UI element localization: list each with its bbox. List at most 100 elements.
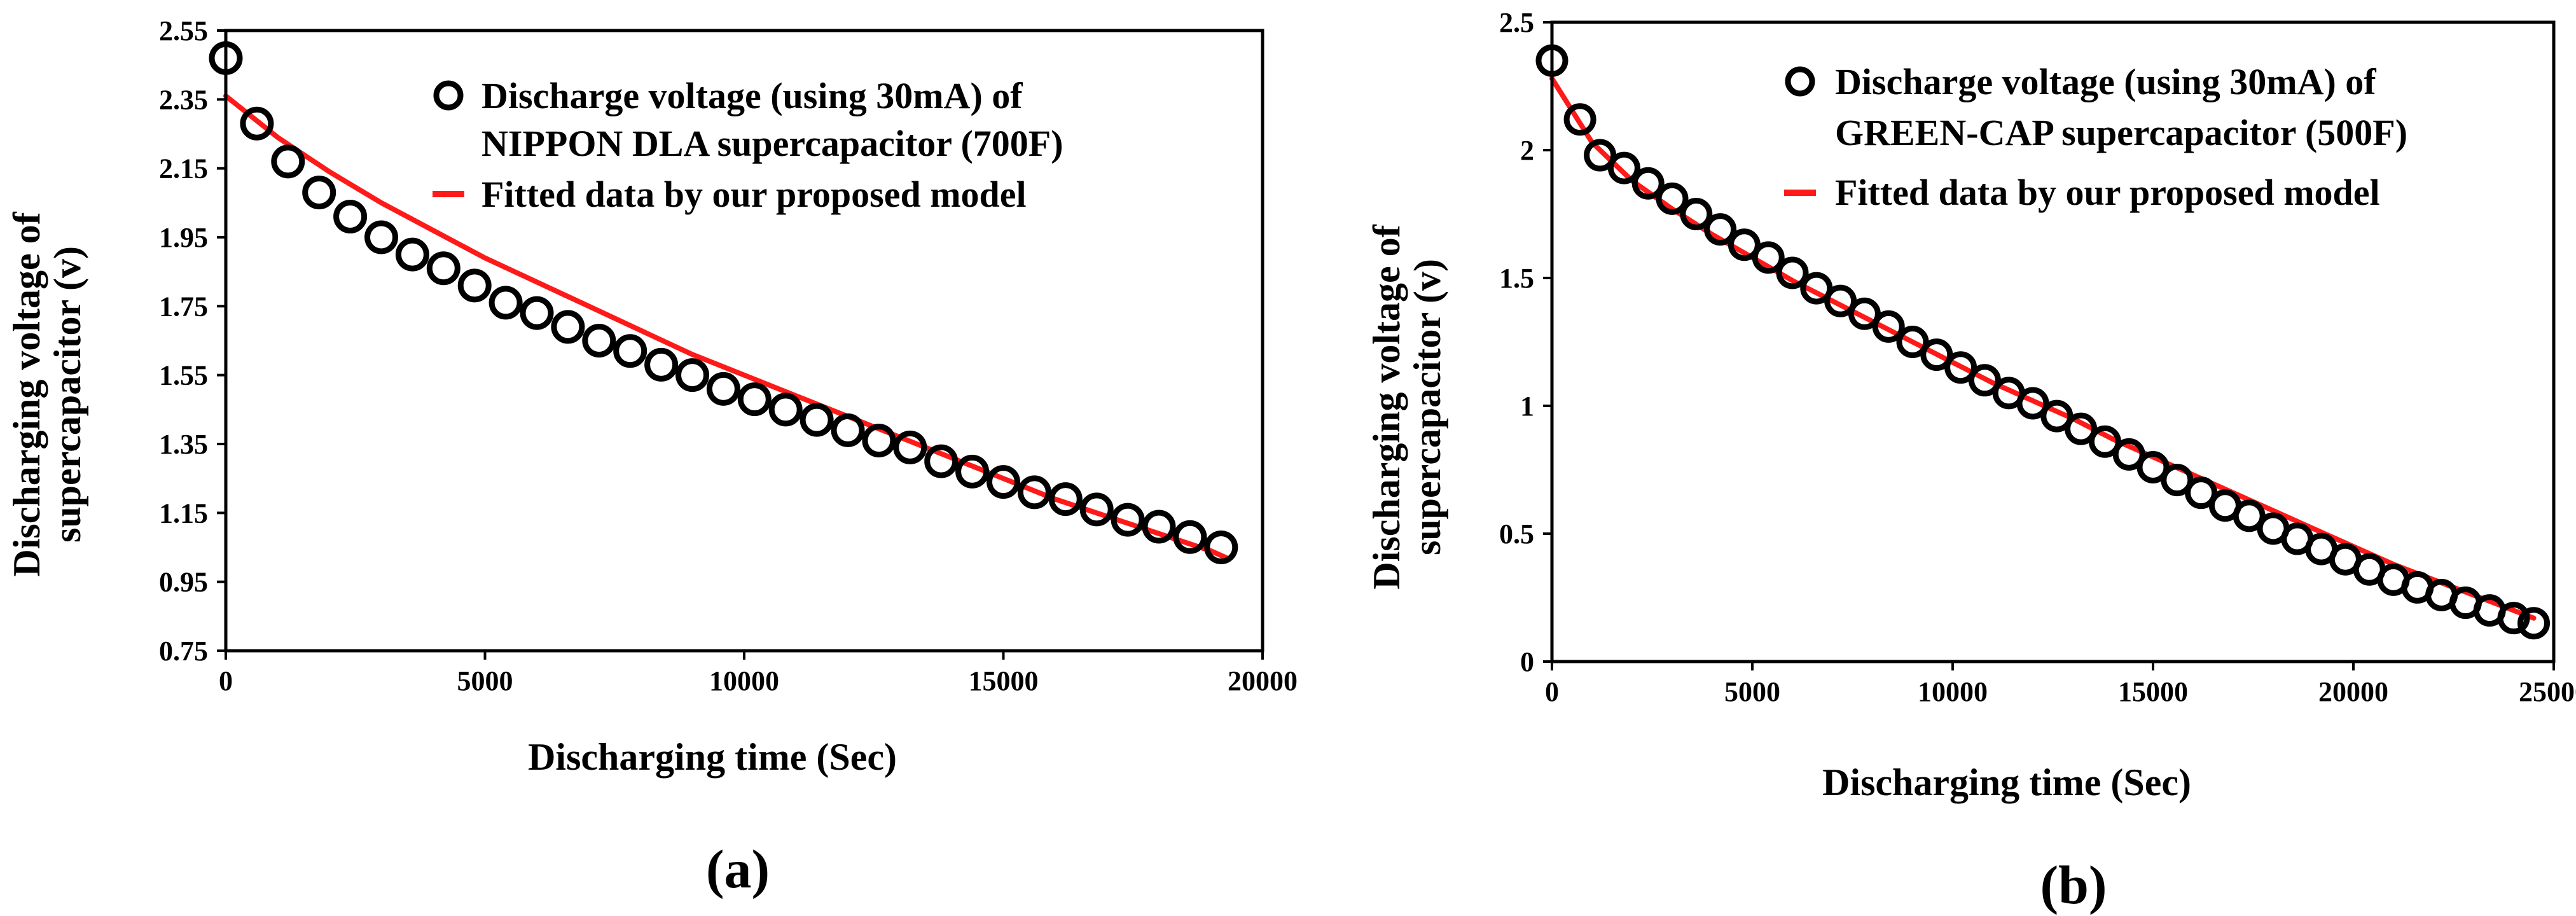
panel-a-y-axis-label-line2: supercapacitor (v) xyxy=(46,246,88,543)
panel-b-data-point xyxy=(1563,103,1596,136)
panel-a-legend-entry-2: Fitted data by our proposed model xyxy=(481,174,1027,215)
panel-a-data-point xyxy=(1017,475,1051,510)
panel-a-data-point xyxy=(240,106,274,141)
panel-a-y-tick-label: 1.75 xyxy=(159,291,208,322)
panel-a-x-tick-label: 0 xyxy=(219,665,233,697)
panel-b-legend-entry-1-line2: GREEN-CAP supercapacitor (500F) xyxy=(1835,112,2407,153)
panel-b-data-point xyxy=(2161,464,2194,497)
panel-b-x-tick-label: 10000 xyxy=(1918,676,1988,707)
panel-b-y-tick-label: 2 xyxy=(1520,135,1534,166)
panel-b-y-tick-label: 1.5 xyxy=(1499,263,1534,294)
panel-b-data-point xyxy=(1584,139,1617,172)
panel-b-data-point xyxy=(1920,338,1953,371)
panel-a-data-point xyxy=(333,200,368,233)
panel-a-legend-entry-1-line2: NIPPON DLA supercapacitor (700F) xyxy=(481,123,1063,164)
panel-a-legend-marker-circle xyxy=(433,80,464,111)
panel-b-plot-frame xyxy=(1550,20,2556,663)
panel-a-data-point xyxy=(395,237,429,272)
panel-b-data-point xyxy=(1631,167,1665,200)
panel-a-y-tick-label: 1.35 xyxy=(159,429,208,460)
panel-a-data-point xyxy=(831,413,865,447)
panel-b-data-point xyxy=(2136,450,2170,483)
panel-b-data-point xyxy=(1607,151,1640,184)
panel-b-x-tick-label: 15000 xyxy=(2118,676,2188,707)
panel-b-x-axis-label: Discharging time (Sec) xyxy=(1822,761,2191,803)
panel-a-data-point xyxy=(706,371,740,406)
panel-a-data-point xyxy=(520,296,554,330)
panel-b-data-point xyxy=(1680,198,1713,230)
panel-a-x-tick-label: 15000 xyxy=(969,665,1039,697)
panel-b-plot-area xyxy=(1535,44,2550,640)
panel-b-legend-marker-circle xyxy=(1785,66,1815,97)
panel-b-legend-entry-1-line1: Discharge voltage (using 30mA) of xyxy=(1835,61,2376,102)
panel-a-data-point xyxy=(271,144,305,179)
panel-a-data-point xyxy=(644,347,679,382)
panel-b-legend: Discharge voltage (using 30mA) of GREEN-… xyxy=(1784,61,2407,213)
panel-b-y-axis-label-line2: supercapacitor (v) xyxy=(1406,259,1448,555)
panel-a-y-axis-label-line1: Discharging voltage of xyxy=(6,211,48,576)
panel-a-data-point xyxy=(1111,503,1145,537)
panel-a-data-point xyxy=(582,324,616,357)
panel-a-plot-frame xyxy=(224,29,1264,653)
panel-b-data-point xyxy=(2185,476,2218,510)
panel-b-y-tick-label: 0 xyxy=(1520,646,1534,677)
panel-b-y-tick-label: 1 xyxy=(1520,391,1534,422)
panel-b-data-point xyxy=(1728,228,1761,261)
panel-a-data-point xyxy=(1142,510,1176,544)
panel-a-data-point xyxy=(302,176,336,210)
panel-b-data-point xyxy=(1968,364,2001,397)
panel-b-data-point xyxy=(1872,310,1905,343)
panel-a-plot-area xyxy=(209,41,1238,564)
panel-a-y-tick-label: 0.75 xyxy=(159,635,208,667)
panel-a-data-point xyxy=(924,444,959,478)
panel-b-x-tick-label: 5000 xyxy=(1724,676,1780,707)
panel-b-fitted-line xyxy=(1549,76,2537,621)
panel-a-data-point xyxy=(551,310,585,344)
panel-a-data-point xyxy=(862,424,896,458)
panel-a-y-tick-label: 1.15 xyxy=(159,497,208,529)
panel-b-data-point xyxy=(1656,182,1689,215)
panel-b-y-tick-label: 2.5 xyxy=(1499,7,1534,38)
panel-a-y-tick-label: 1.95 xyxy=(159,222,208,253)
panel-a-caption: (a) xyxy=(706,838,770,899)
panel-b-data-point xyxy=(2497,602,2530,635)
panel-b-data-point xyxy=(1848,297,1881,330)
panel-a-x-axis-label: Discharging time (Sec) xyxy=(528,736,897,778)
panel-a-fitted-line xyxy=(223,93,1229,560)
panel-a-legend-entry-1-line1: Discharge voltage (using 30mA) of xyxy=(481,75,1023,116)
panel-b-data-point xyxy=(1800,272,1833,305)
panel-a-data-point xyxy=(1079,492,1114,527)
panel-a-y-tick-label: 0.95 xyxy=(159,567,208,598)
panel-a-data-point xyxy=(675,358,709,392)
panel-b-y-axis-label-line1: Discharging voltage of xyxy=(1366,224,1408,589)
panel-b-x-tick-label: 20000 xyxy=(2318,676,2388,707)
panel-a-data-point xyxy=(1173,520,1207,554)
panel-b-data-point xyxy=(1824,284,1857,317)
panel-b-data-point xyxy=(2088,425,2121,458)
panel-a-data-point xyxy=(1048,482,1083,517)
panel-b-data-point xyxy=(2040,399,2074,433)
panel-a-data-point xyxy=(800,403,834,437)
panel-a-y-tick-label: 1.55 xyxy=(159,360,208,391)
panel-b-data-point xyxy=(2233,499,2266,532)
panel-b-y-tick-label: 0.5 xyxy=(1499,518,1534,550)
panel-a-data-point xyxy=(488,286,523,320)
panel-b-caption: (b) xyxy=(2040,854,2107,915)
panel-b-data-point xyxy=(1776,256,1809,289)
panel-a-data-point xyxy=(1204,531,1238,564)
panel-b-data-point xyxy=(1944,351,1977,384)
panel-a-data-point xyxy=(426,251,460,286)
panel-b-x-tick-label: 0 xyxy=(1545,676,1559,707)
panel-b-data-point xyxy=(1704,213,1737,246)
panel-b-data-point xyxy=(2112,438,2145,471)
panel-a-x-tick-label: 5000 xyxy=(457,665,513,697)
panel-a-y-tick-label: 2.55 xyxy=(159,15,208,46)
panel-b-data-point xyxy=(1752,241,1785,274)
panel-a-chart: 0 5000 10000 15000 20000 0.75 0.95 1.15 1.35 1.55… xyxy=(6,15,1298,899)
panel-b-legend-entry-2: Fitted data by our proposed model xyxy=(1835,172,2380,213)
panel-a-legend: Discharge voltage (using 30mA) of NIPPON… xyxy=(433,75,1063,215)
panel-a-data-point xyxy=(955,454,990,489)
